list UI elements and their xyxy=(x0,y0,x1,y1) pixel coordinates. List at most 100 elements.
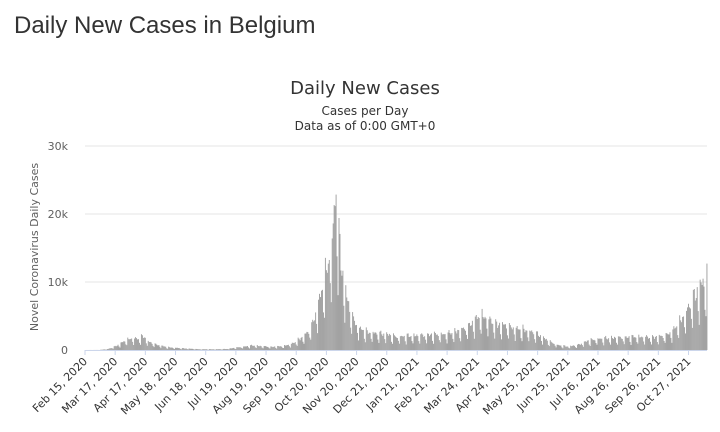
bar xyxy=(496,321,498,350)
bar xyxy=(217,349,219,350)
bar xyxy=(634,337,636,350)
bar xyxy=(343,305,345,350)
bar xyxy=(511,329,513,350)
bar xyxy=(652,336,654,350)
bar xyxy=(608,338,610,350)
bar xyxy=(348,301,350,350)
bar xyxy=(383,333,385,350)
bar xyxy=(594,340,596,350)
bar xyxy=(494,338,496,350)
bar xyxy=(674,328,676,350)
bar xyxy=(679,315,681,350)
bar xyxy=(668,334,670,350)
bar xyxy=(686,310,687,350)
bar xyxy=(407,333,409,350)
bar xyxy=(638,334,640,350)
bar xyxy=(323,312,324,350)
bar xyxy=(618,336,620,350)
bar xyxy=(254,347,256,350)
bar xyxy=(192,348,194,350)
bar xyxy=(225,349,227,350)
bar xyxy=(276,348,278,350)
bar xyxy=(359,326,361,350)
bar xyxy=(565,346,567,350)
bar xyxy=(630,344,632,350)
bar xyxy=(115,346,117,350)
bar xyxy=(651,344,652,350)
bar xyxy=(320,297,321,350)
bar xyxy=(567,346,569,350)
bar xyxy=(250,344,252,350)
bar xyxy=(189,348,191,350)
bar xyxy=(282,347,283,350)
bar xyxy=(552,343,554,350)
bar xyxy=(350,327,352,350)
bar xyxy=(659,335,661,350)
bar xyxy=(412,343,414,350)
bar xyxy=(614,336,615,350)
bar xyxy=(474,316,476,350)
bar xyxy=(691,327,693,350)
bar xyxy=(566,346,568,350)
bar xyxy=(215,349,217,350)
bar xyxy=(216,349,218,350)
bar xyxy=(219,349,221,350)
bar xyxy=(530,331,532,350)
bar xyxy=(513,334,515,350)
bar xyxy=(535,342,537,350)
bar xyxy=(272,347,274,350)
bar xyxy=(402,336,404,350)
bar xyxy=(333,205,335,350)
bar xyxy=(249,345,251,350)
bar xyxy=(453,342,455,350)
bar xyxy=(266,346,268,350)
bar xyxy=(124,341,126,350)
bar xyxy=(108,348,110,350)
bar xyxy=(564,345,566,350)
bar xyxy=(232,348,234,350)
bar xyxy=(452,338,454,350)
bar xyxy=(693,289,695,350)
bar xyxy=(327,263,329,350)
bar xyxy=(543,337,545,350)
bar xyxy=(551,342,553,350)
bar xyxy=(579,344,581,350)
bar xyxy=(616,344,618,350)
bar xyxy=(477,317,479,350)
bar xyxy=(624,336,626,350)
bar xyxy=(685,333,686,350)
bar xyxy=(246,346,247,350)
bar xyxy=(403,335,405,350)
bar xyxy=(522,324,524,350)
bar xyxy=(118,346,120,350)
bar xyxy=(222,348,224,350)
bar xyxy=(427,333,429,350)
bar xyxy=(358,340,359,350)
bar xyxy=(230,348,232,350)
bar xyxy=(145,343,147,350)
bar xyxy=(424,336,426,350)
bar xyxy=(529,330,531,350)
bar xyxy=(171,347,173,350)
bar xyxy=(160,348,162,350)
bar xyxy=(330,302,332,350)
bar xyxy=(265,346,267,350)
bar xyxy=(233,347,235,350)
bar xyxy=(256,344,258,350)
bar xyxy=(700,282,702,350)
bar xyxy=(662,337,664,350)
bar xyxy=(261,347,263,350)
bar xyxy=(590,338,592,350)
bar xyxy=(176,347,178,350)
bar xyxy=(478,318,480,350)
bar xyxy=(394,335,395,350)
bar xyxy=(106,349,108,350)
bar xyxy=(204,349,206,350)
bar xyxy=(672,329,674,350)
bar xyxy=(130,338,132,350)
bar xyxy=(140,334,142,350)
bar xyxy=(523,328,525,350)
bar xyxy=(544,339,546,350)
bar xyxy=(549,340,551,350)
bar xyxy=(309,337,311,350)
